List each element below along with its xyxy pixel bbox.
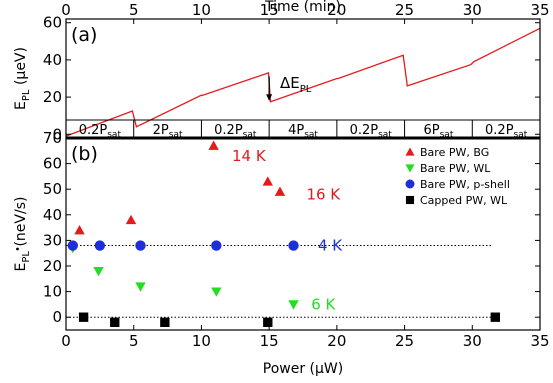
segment-power-label: 0.2Psat <box>350 123 393 140</box>
legend-marker <box>405 195 415 205</box>
temperature-annotation: 16 K <box>306 185 341 203</box>
data-point <box>135 240 146 251</box>
legend-label: Bare PW, WL <box>420 162 491 175</box>
panel-a-y-axis-title: EPL (μeV) <box>13 47 32 110</box>
panel-b-y-tick-label: 0 <box>52 308 62 326</box>
x-tick-label: 10 <box>192 332 211 350</box>
data-point <box>160 317 170 327</box>
x-tick-label: 25 <box>395 332 414 350</box>
legend-marker <box>405 147 415 156</box>
segment-power-label: 0.2Psat <box>485 123 528 140</box>
data-point <box>263 317 273 327</box>
data-point <box>211 287 222 297</box>
top-x-tick-label: 35 <box>530 1 549 19</box>
data-point <box>288 300 299 310</box>
legend-marker <box>405 179 415 189</box>
x-tick-label: 5 <box>129 332 139 350</box>
panel-b-y-tick-label: 70 <box>43 129 62 147</box>
panel-b-y-tick-label: 50 <box>43 180 62 198</box>
delta-arrow-head <box>266 94 273 101</box>
panel-b-rate-vs-power: 0 5 10 15 20 25 30 35 Power (μW) 0 10 20 30 40 50 60 70 E… <box>13 129 550 377</box>
data-point <box>78 312 89 322</box>
data-point <box>110 317 120 327</box>
temperature-annotation: 14 K <box>232 147 267 165</box>
segment-power-label: 0.2Psat <box>214 123 257 140</box>
series-1 <box>67 243 299 310</box>
panel-b-label: (b) <box>71 143 98 165</box>
panel-a-label: (a) <box>71 24 97 46</box>
derivative-dot-accent <box>16 247 19 251</box>
top-x-tick-label: 0 <box>61 1 71 19</box>
panel-a-y-tick-label: 60 <box>43 14 62 32</box>
panel-b-y-tick-label: 40 <box>43 206 62 224</box>
data-point <box>125 214 137 225</box>
data-point <box>274 186 286 196</box>
data-point <box>211 240 222 251</box>
segment-power-label: 4Psat <box>288 123 318 140</box>
x-tick-label: 15 <box>260 332 279 350</box>
data-point <box>94 240 106 251</box>
x-tick-label: 30 <box>463 332 482 350</box>
top-x-axis-title: Time (min) <box>264 0 341 15</box>
top-x-tick-label: 15 <box>260 1 279 19</box>
panel-a-y-tick-label: 40 <box>43 51 62 69</box>
energy-trace-line <box>65 27 541 137</box>
temperature-annotation: 6 K <box>311 295 336 313</box>
x-tick-label: 0 <box>61 332 71 350</box>
top-x-tick-label: 10 <box>192 1 211 19</box>
data-point <box>262 176 273 186</box>
segment-power-label: 0.2Psat <box>79 123 122 140</box>
data-point <box>93 266 104 277</box>
series-2 <box>67 240 299 251</box>
panel-a-y-tick-label: 20 <box>43 88 62 106</box>
panel-b-y-tick-label: 60 <box>43 155 62 173</box>
segment-power-label: 2Psat <box>153 123 183 140</box>
temperature-annotation: 4 K <box>318 237 343 255</box>
legend-label: Bare PW, p-shell <box>420 178 510 191</box>
top-x-tick-label: 25 <box>395 1 414 19</box>
panel-b-y-axis-title: EPL (neV/s) <box>13 197 32 272</box>
legend-label: Bare PW, BG <box>420 146 489 159</box>
data-point <box>288 240 299 251</box>
x-axis-title: Power (μW) <box>263 361 343 377</box>
legend-label: Capped PW, WL <box>420 194 508 207</box>
panel-a-y-tick-label: 0 <box>52 125 62 143</box>
data-point <box>490 312 500 322</box>
x-tick-label: 35 <box>530 332 549 350</box>
series-0 <box>74 140 286 235</box>
panel-b-y-tick-label: 30 <box>43 231 62 249</box>
panel-b-y-tick-label: 20 <box>43 257 62 275</box>
panel-b-y-tick-label: 10 <box>43 283 62 301</box>
data-point <box>67 240 78 251</box>
data-point <box>74 224 85 235</box>
delta-epl-annotation: ΔEPL <box>280 74 312 95</box>
data-point <box>135 282 146 292</box>
top-x-tick-label: 5 <box>129 1 139 19</box>
data-point <box>208 140 219 150</box>
panel-a-time-trace: 0 5 10 15 20 25 30 35 Time (min) 0 20 40 60 EPL (μeV)… <box>13 0 550 143</box>
series-3 <box>78 312 500 327</box>
legend: Bare PW, BG Bare PW, WL Bare PW, p-shell Ca… <box>405 146 510 207</box>
legend-marker <box>405 164 415 173</box>
top-x-tick-label: 20 <box>327 1 346 19</box>
x-tick-label: 20 <box>327 332 346 350</box>
segment-power-label: 6Psat <box>423 123 453 140</box>
top-x-tick-label: 30 <box>463 1 482 19</box>
